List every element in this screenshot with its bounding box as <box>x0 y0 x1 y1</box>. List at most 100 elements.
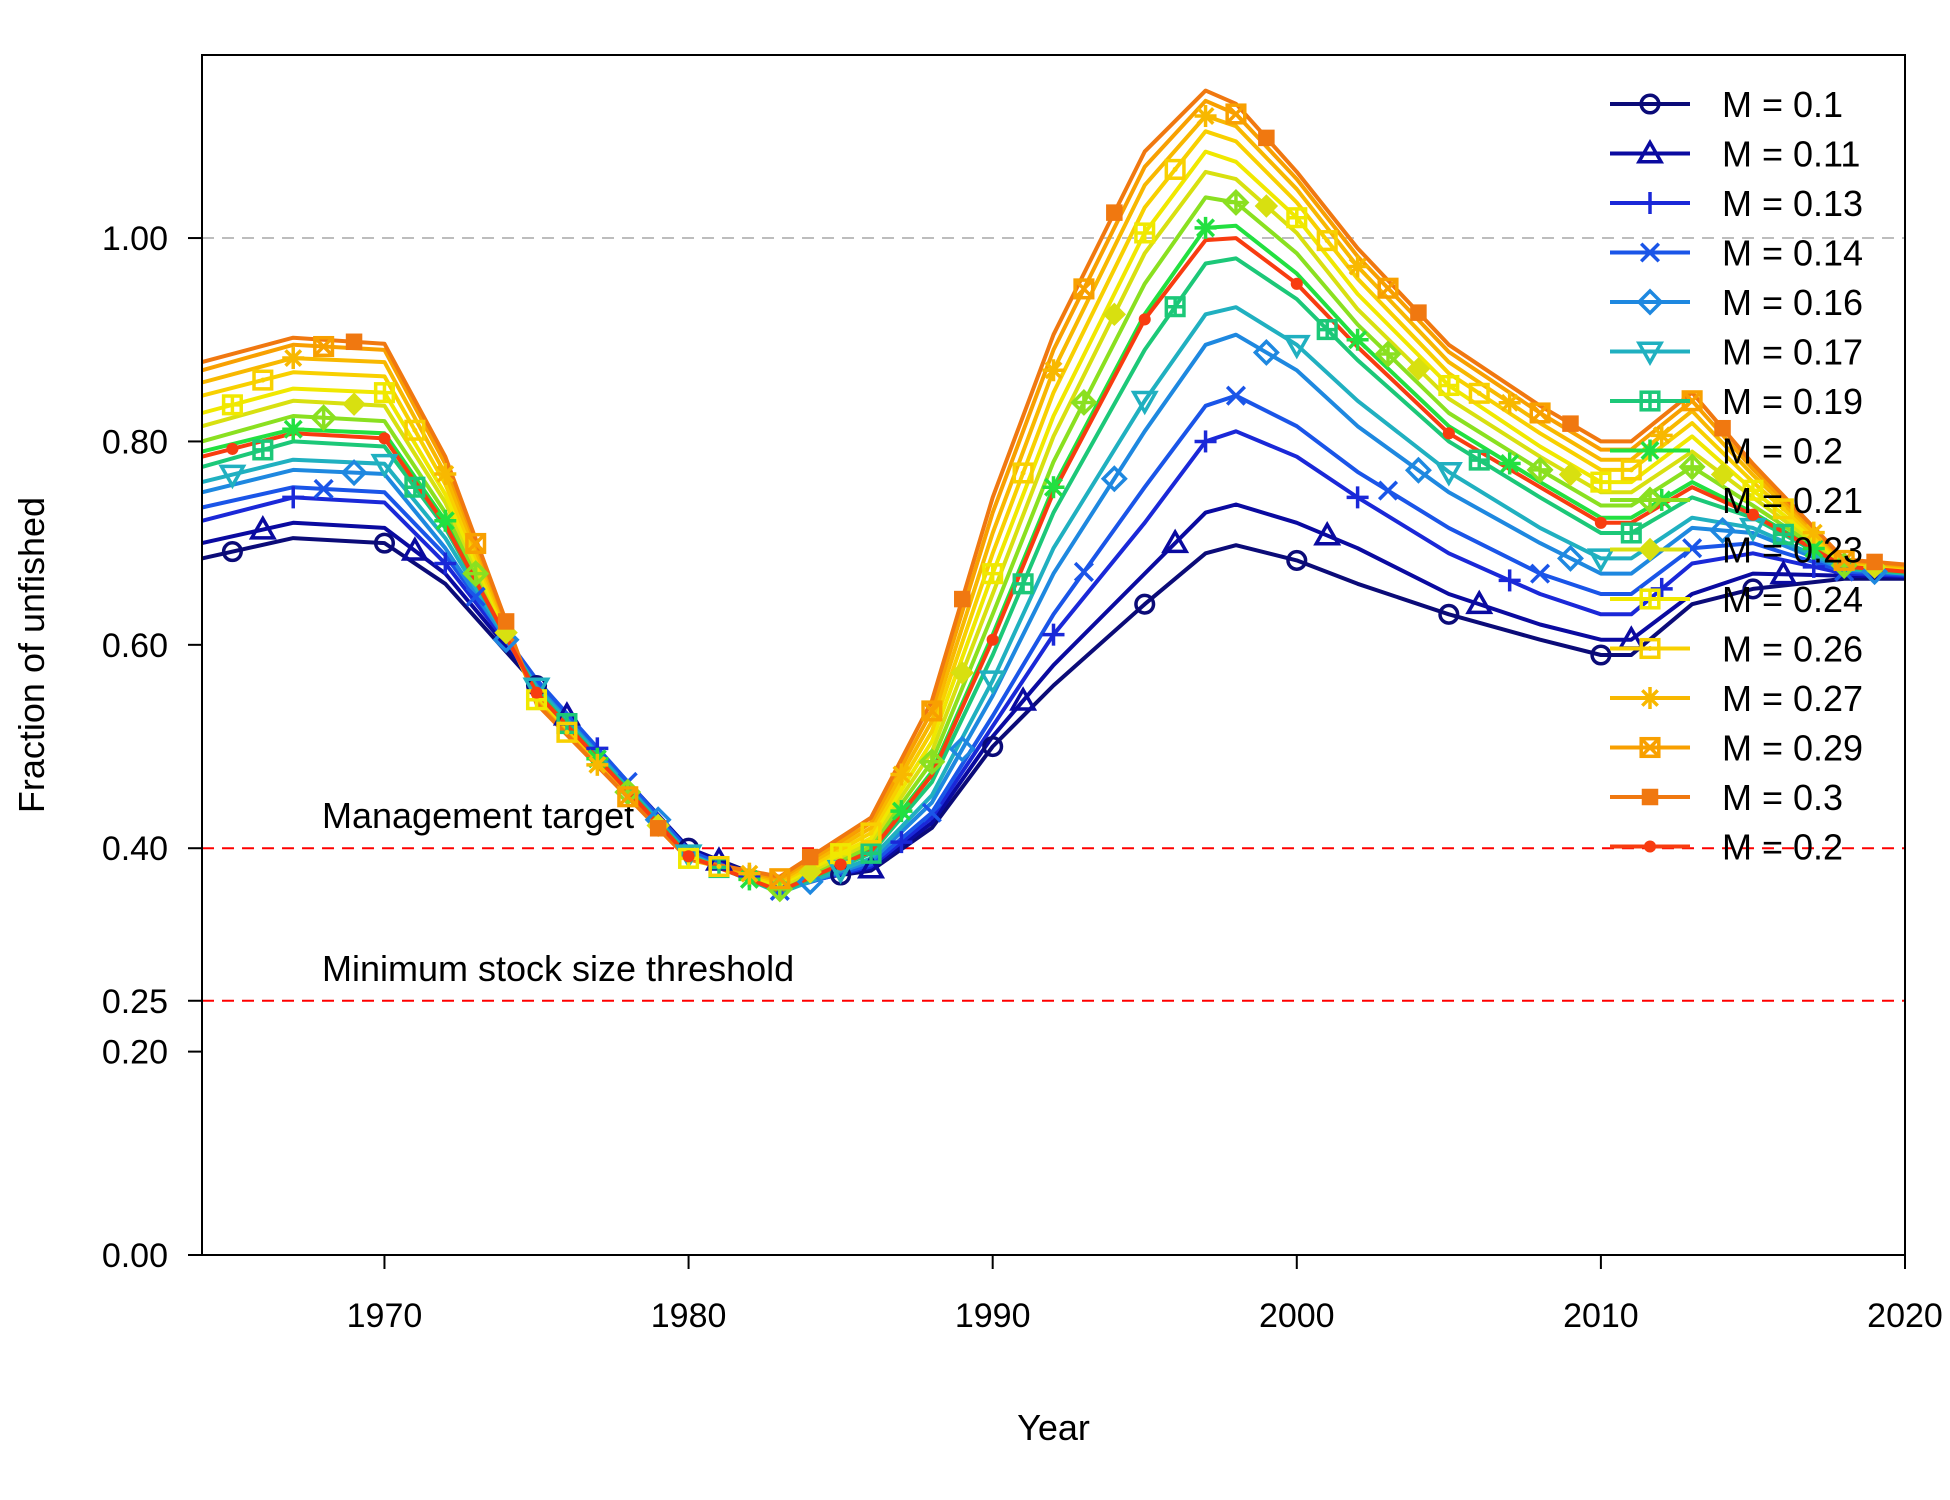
series-7-point-1987 <box>890 800 913 823</box>
series-1-point-1996 <box>1161 528 1190 554</box>
series-13-point-1978 <box>617 786 639 808</box>
series-0-point-2015-shape <box>1742 578 1764 600</box>
series-15-point-1985-shape <box>834 858 847 871</box>
series-10-point-2010 <box>1590 471 1612 493</box>
series-11-point-2006-shape <box>1468 382 1490 404</box>
series-0-point-1965 <box>221 541 243 563</box>
reference-line-label-2: Minimum stock size threshold <box>322 948 794 989</box>
series-14-point-2019 <box>1866 553 1883 571</box>
series-14-point-1974-shape <box>497 613 515 630</box>
legend-marker-11 <box>1639 637 1661 660</box>
series-6-point-1986 <box>860 842 882 864</box>
series-11-point-2006-dot <box>1476 390 1482 396</box>
series-11-point-1966-dot <box>260 377 266 383</box>
legend-marker-1-shape <box>1635 138 1665 164</box>
series-1-point-1986-shape <box>857 854 886 879</box>
series-9-point-2014-shape <box>1710 462 1735 487</box>
series-11-point-1976-dot <box>564 729 570 735</box>
series-5-point-2005 <box>1434 461 1463 487</box>
series-4-point-1984-shape <box>796 868 824 896</box>
series-1-point-1996-shape <box>1161 528 1190 554</box>
series-11-point-1981-dot <box>716 864 722 870</box>
series-5-point-1995 <box>1130 390 1159 416</box>
series-0-point-2015 <box>1742 578 1764 600</box>
series-0-point-1970-shape <box>373 532 396 554</box>
series-15-point-1990-shape <box>986 633 999 646</box>
series-5-point-2005-shape <box>1434 461 1463 487</box>
series-14-point-2019-shape <box>1866 553 1883 571</box>
series-5-point-2010 <box>1586 548 1615 573</box>
series-13-point-1983 <box>769 868 791 890</box>
series-11-point-2011-dot <box>1628 467 1634 473</box>
legend-marker-9 <box>1638 537 1662 562</box>
series-13-point-1998-shape <box>1225 103 1247 125</box>
series-3-point-1968 <box>313 478 334 499</box>
series-11-point-1971-dot <box>412 427 418 433</box>
series-12-point-1982-stroke <box>740 864 759 883</box>
series-13-point-2008-stroke <box>1530 402 1551 424</box>
series-15-point-1970 <box>378 432 391 445</box>
series-12-point-1977-stroke <box>588 755 607 774</box>
legend-label-6: M = 0.19 <box>1722 381 1863 422</box>
series-11-point-1991-dot <box>1020 470 1026 476</box>
series-7-point-1987-stroke <box>891 801 911 821</box>
legend-marker-13-shape <box>1639 736 1661 759</box>
series-4-point-1994-shape <box>1100 465 1128 493</box>
series-5-point-2000 <box>1282 334 1311 360</box>
series-0-point-2005-shape <box>1438 603 1460 625</box>
series-14-point-2014 <box>1714 419 1731 437</box>
series-3-point-2013 <box>1682 538 1703 559</box>
series-11-point-1986 <box>860 822 882 844</box>
series-7-point-1992-stroke <box>1044 477 1063 497</box>
series-11-point-1996-dot <box>1172 166 1178 172</box>
x-tick-label-2: 1990 <box>955 1297 1031 1335</box>
series-13-point-2018 <box>1833 549 1855 571</box>
legend-marker-7-stroke <box>1640 441 1660 460</box>
series-14-point-1994 <box>1106 204 1123 221</box>
series-11-point-1991-shape <box>1012 462 1034 484</box>
series-11-point-2001 <box>1316 230 1338 252</box>
series-0-point-1965-shape <box>221 541 243 563</box>
legend-label-11: M = 0.26 <box>1722 629 1863 670</box>
legend: M = 0.1 M = 0.11 M = 0.13 M = 0.14 M = 0.16 M… <box>1610 84 1863 868</box>
series-9-point-1969 <box>342 392 366 416</box>
series-3-point-1998-stroke <box>1225 385 1247 406</box>
legend-marker-14-shape <box>1641 788 1659 806</box>
series-3-point-2003 <box>1377 480 1399 501</box>
legend-marker-13 <box>1639 736 1661 759</box>
series-15-point-2005-shape <box>1442 427 1455 440</box>
series-14-point-1984-shape <box>801 848 819 866</box>
reference-line-label-1: Management target <box>322 795 634 836</box>
series-15-point-1995-shape <box>1138 313 1151 326</box>
series-15-point-1995 <box>1138 313 1151 326</box>
series-1-point-2016-shape <box>1769 559 1798 585</box>
legend-marker-2 <box>1639 192 1661 214</box>
series-6-point-1966 <box>252 439 274 461</box>
x-axis-title: Year <box>1017 1407 1090 1448</box>
legend-label-8: M = 0.21 <box>1722 480 1863 521</box>
series-2-point-2007 <box>1498 569 1521 592</box>
series-15-point-1980 <box>682 850 695 863</box>
series-8-point-2008 <box>1526 456 1554 484</box>
series-6-point-2011 <box>1620 522 1642 544</box>
series-9-point-1989-shape <box>950 661 974 685</box>
series-9-point-1989 <box>950 661 974 685</box>
series-7-point-1967-stroke <box>283 419 303 439</box>
series-0-point-1970 <box>373 532 396 554</box>
series-5-point-1975 <box>522 677 551 703</box>
legend-marker-3-stroke <box>1639 242 1661 263</box>
series-5-point-1995-shape <box>1130 390 1159 416</box>
legend-marker-4-shape <box>1636 288 1664 316</box>
series-line-15 <box>201 236 1906 893</box>
series-13-point-1973-stroke <box>465 533 486 554</box>
series-10-point-1990 <box>982 563 1004 585</box>
series-5-point-1990 <box>978 670 1007 695</box>
series-13-point-1993 <box>1073 278 1095 300</box>
series-8-point-1968 <box>310 404 338 432</box>
legend-marker-4 <box>1636 288 1664 316</box>
series-12-point-1987-stroke <box>892 765 911 784</box>
legend-marker-0-shape <box>1639 93 1661 115</box>
series-12-point-1997 <box>1194 105 1217 128</box>
series-15-point-2010 <box>1594 516 1607 529</box>
series-11-point-1986-shape <box>860 822 882 844</box>
